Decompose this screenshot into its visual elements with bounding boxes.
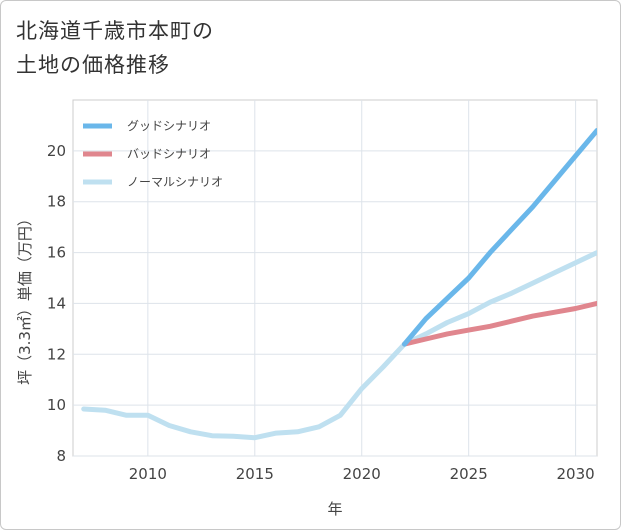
good-scenario-line: [402, 128, 597, 347]
x-tick-label: 2015: [236, 465, 274, 483]
x-tick-label: 2030: [557, 465, 595, 483]
y-tick-label: 12: [47, 345, 66, 363]
plot-area: [72, 99, 598, 457]
y-axis-label: 坪（3.3㎡）単価（万円）: [16, 211, 34, 385]
chart-title: 北海道千歳市本町の 土地の価格推移: [16, 14, 214, 82]
bad-scenario-line: [402, 300, 597, 347]
legend-good-scenario: グッドシナリオ: [83, 119, 211, 133]
legend-bad-scenario: バッドシナリオ: [83, 147, 211, 161]
y-tick-label: 18: [47, 193, 66, 211]
series-lines: [81, 128, 597, 441]
y-tick-label: 16: [47, 244, 66, 262]
y-tick-labels: 8 10 12 14 16 18 20: [47, 142, 66, 465]
y-tick-label: 8: [56, 447, 66, 465]
x-axis-label: 年: [327, 500, 342, 518]
x-tick-label: 2025: [450, 465, 488, 483]
x-tick-label: 2020: [343, 465, 381, 483]
legend-label: ノーマルシナリオ: [127, 175, 223, 189]
legend-normal-scenario: ノーマルシナリオ: [83, 175, 223, 189]
chart-title-line-2: 土地の価格推移: [16, 53, 170, 77]
legend-label: バッドシナリオ: [127, 147, 211, 161]
x-tick-labels: 2010 2015 2020 2025 2030: [129, 465, 595, 483]
normal-scenario-line: [81, 250, 597, 441]
plot-area-border: [72, 99, 598, 457]
grid-lines: [73, 100, 597, 457]
y-tick-label: 20: [47, 142, 66, 160]
y-tick-label: 10: [47, 396, 66, 414]
legend-label: グッドシナリオ: [127, 119, 211, 133]
chart-title-line-1: 北海道千歳市本町の: [16, 19, 214, 43]
x-tick-label: 2010: [129, 465, 167, 483]
y-tick-label: 14: [47, 294, 66, 312]
